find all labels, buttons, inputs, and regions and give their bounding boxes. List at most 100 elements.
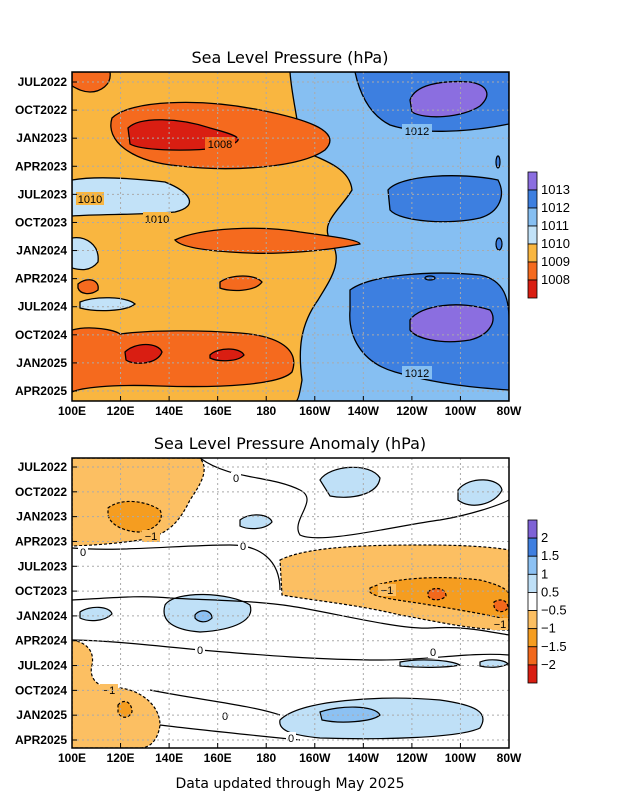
y-tick-label: JUL2022 bbox=[18, 460, 68, 474]
x-tick-label: 140E bbox=[155, 751, 183, 765]
contour-label: 0 bbox=[80, 547, 86, 559]
x-tick-label: 160E bbox=[204, 404, 232, 418]
slp-island-1 bbox=[495, 155, 501, 169]
y-tick-label: JUL2024 bbox=[18, 300, 68, 314]
slp-region-1013-lower bbox=[409, 304, 494, 343]
y-tick-label: APR2025 bbox=[15, 384, 67, 398]
slp-region-1010-left bbox=[72, 177, 190, 217]
colorbar-label: 1012 bbox=[541, 200, 570, 215]
chart-title-bottom: Sea Level Pressure Anomaly (hPa) bbox=[154, 434, 426, 453]
colorbar-swatch bbox=[527, 207, 538, 227]
colorbar-swatch bbox=[527, 537, 538, 557]
slp-anomaly-field bbox=[72, 458, 509, 748]
y-tick-label: JAN2025 bbox=[16, 356, 67, 370]
slp-region-1009-top bbox=[72, 72, 111, 93]
axis-ticks-bottom: 100E 120E 140E 160E 180 160W 140W 120W 100W 80W JU… bbox=[15, 460, 522, 765]
colorbar-label: 1 bbox=[541, 566, 548, 581]
colorbar-label: −1.5 bbox=[541, 639, 567, 654]
x-tick-label: 100W bbox=[445, 751, 477, 765]
footer-note: Data updated through May 2025 bbox=[175, 776, 404, 792]
colorbar-label: 0.5 bbox=[541, 584, 559, 599]
colorbar-label: 1010 bbox=[541, 236, 570, 251]
y-tick-label: JAN2024 bbox=[16, 609, 67, 623]
x-tick-label: 120E bbox=[107, 404, 135, 418]
colorbar-swatch bbox=[527, 555, 538, 575]
colorbar-swatch bbox=[527, 189, 538, 209]
contour-label: 0 bbox=[233, 473, 239, 485]
x-tick-label: 80W bbox=[497, 404, 522, 418]
y-tick-label: JUL2023 bbox=[18, 187, 68, 201]
y-tick-label: JAN2023 bbox=[16, 131, 67, 145]
colorbar-swatch bbox=[527, 573, 538, 593]
contour-label: −1 bbox=[494, 619, 507, 631]
contour-labels-bottom: 0 −1 0 −1 −1 0 0 −1 0 0 0 bbox=[78, 472, 508, 745]
y-tick-label: APR2024 bbox=[15, 634, 67, 648]
colorbar-bottom: 2 1.5 1 0.5 −0.5 −1 −1.5 −2 bbox=[527, 519, 567, 684]
colorbar-label: 1009 bbox=[541, 254, 570, 269]
slp-region-1009-mid3 bbox=[77, 279, 99, 295]
slp-region-1010-left3 bbox=[79, 297, 137, 312]
colorbar-label: 1013 bbox=[541, 182, 570, 197]
x-tick-label: 120W bbox=[396, 751, 428, 765]
y-tick-label: JAN2023 bbox=[16, 510, 67, 524]
plot-frame-bottom bbox=[71, 457, 510, 749]
colorbar-swatch bbox=[527, 664, 538, 684]
contour-label: 0 bbox=[222, 711, 228, 723]
slp-region-1013-upper bbox=[409, 80, 488, 118]
slp-region-1008-bottom2 bbox=[209, 348, 245, 362]
x-tick-label: 140E bbox=[155, 404, 183, 418]
x-tick-label: 100W bbox=[445, 404, 477, 418]
x-tick-label: 140W bbox=[348, 751, 380, 765]
colorbar-swatch bbox=[527, 225, 538, 245]
y-tick-label: OCT2022 bbox=[15, 103, 67, 117]
slp-region-1012-mid bbox=[387, 175, 503, 223]
colorbar-swatch bbox=[527, 171, 538, 191]
contour-label: 0 bbox=[240, 541, 246, 553]
colorbar-label: 2 bbox=[541, 530, 548, 545]
y-tick-label: APR2023 bbox=[15, 534, 67, 548]
x-tick-label: 180 bbox=[256, 404, 276, 418]
slp-region-1009-mid bbox=[173, 227, 361, 254]
colorbar-swatch bbox=[527, 610, 538, 630]
contour-label: 1012 bbox=[405, 368, 429, 380]
chart-title-top: Sea Level Pressure (hPa) bbox=[192, 48, 389, 67]
contour-label: 0 bbox=[288, 733, 294, 745]
x-tick-label: 80W bbox=[497, 751, 522, 765]
y-tick-label: OCT2024 bbox=[15, 683, 67, 697]
y-tick-label: JAN2024 bbox=[16, 244, 67, 258]
x-tick-label: 180 bbox=[256, 751, 276, 765]
contour-label: −1 bbox=[103, 685, 116, 697]
colorbar-label: −1 bbox=[541, 621, 556, 636]
slp-island-2 bbox=[495, 237, 503, 251]
slp-region-1009-mid2 bbox=[219, 275, 263, 292]
x-tick-label: 120E bbox=[107, 751, 135, 765]
x-tick-label: 100E bbox=[58, 751, 86, 765]
contour-label: −1 bbox=[145, 531, 158, 543]
colorbar-swatch bbox=[527, 628, 538, 648]
contour-label: 1010 bbox=[78, 194, 102, 206]
slp-field bbox=[72, 72, 509, 401]
contour-label: 1010 bbox=[145, 214, 169, 226]
x-tick-label: 160W bbox=[299, 751, 331, 765]
y-tick-label: JUL2024 bbox=[18, 659, 68, 673]
x-tick-label: 140W bbox=[348, 404, 380, 418]
grid-bottom bbox=[72, 458, 509, 748]
colorbar-swatch bbox=[527, 519, 538, 539]
colorbar-swatch bbox=[527, 279, 538, 299]
colorbar-swatch bbox=[527, 261, 538, 281]
x-tick-label: 160W bbox=[299, 404, 331, 418]
colorbar-swatch bbox=[527, 592, 538, 611]
y-tick-label: APR2024 bbox=[15, 272, 67, 286]
colorbar-swatch bbox=[527, 646, 538, 666]
contour-labels-top: 1008 1012 1010 1010 1012 bbox=[76, 124, 432, 380]
colorbar-top: 1013 1012 1011 1010 1009 1008 bbox=[527, 171, 570, 299]
colorbar-label: −0.5 bbox=[541, 603, 567, 618]
contour-label: 1012 bbox=[405, 126, 429, 138]
y-tick-label: JAN2025 bbox=[16, 708, 67, 722]
x-tick-label: 160E bbox=[204, 751, 232, 765]
colorbar-label: 1008 bbox=[541, 272, 570, 287]
y-tick-label: OCT2022 bbox=[15, 485, 67, 499]
contour-label: 0 bbox=[197, 645, 203, 657]
y-tick-label: OCT2023 bbox=[15, 584, 67, 598]
slp-region-1010-left2 bbox=[72, 237, 99, 271]
